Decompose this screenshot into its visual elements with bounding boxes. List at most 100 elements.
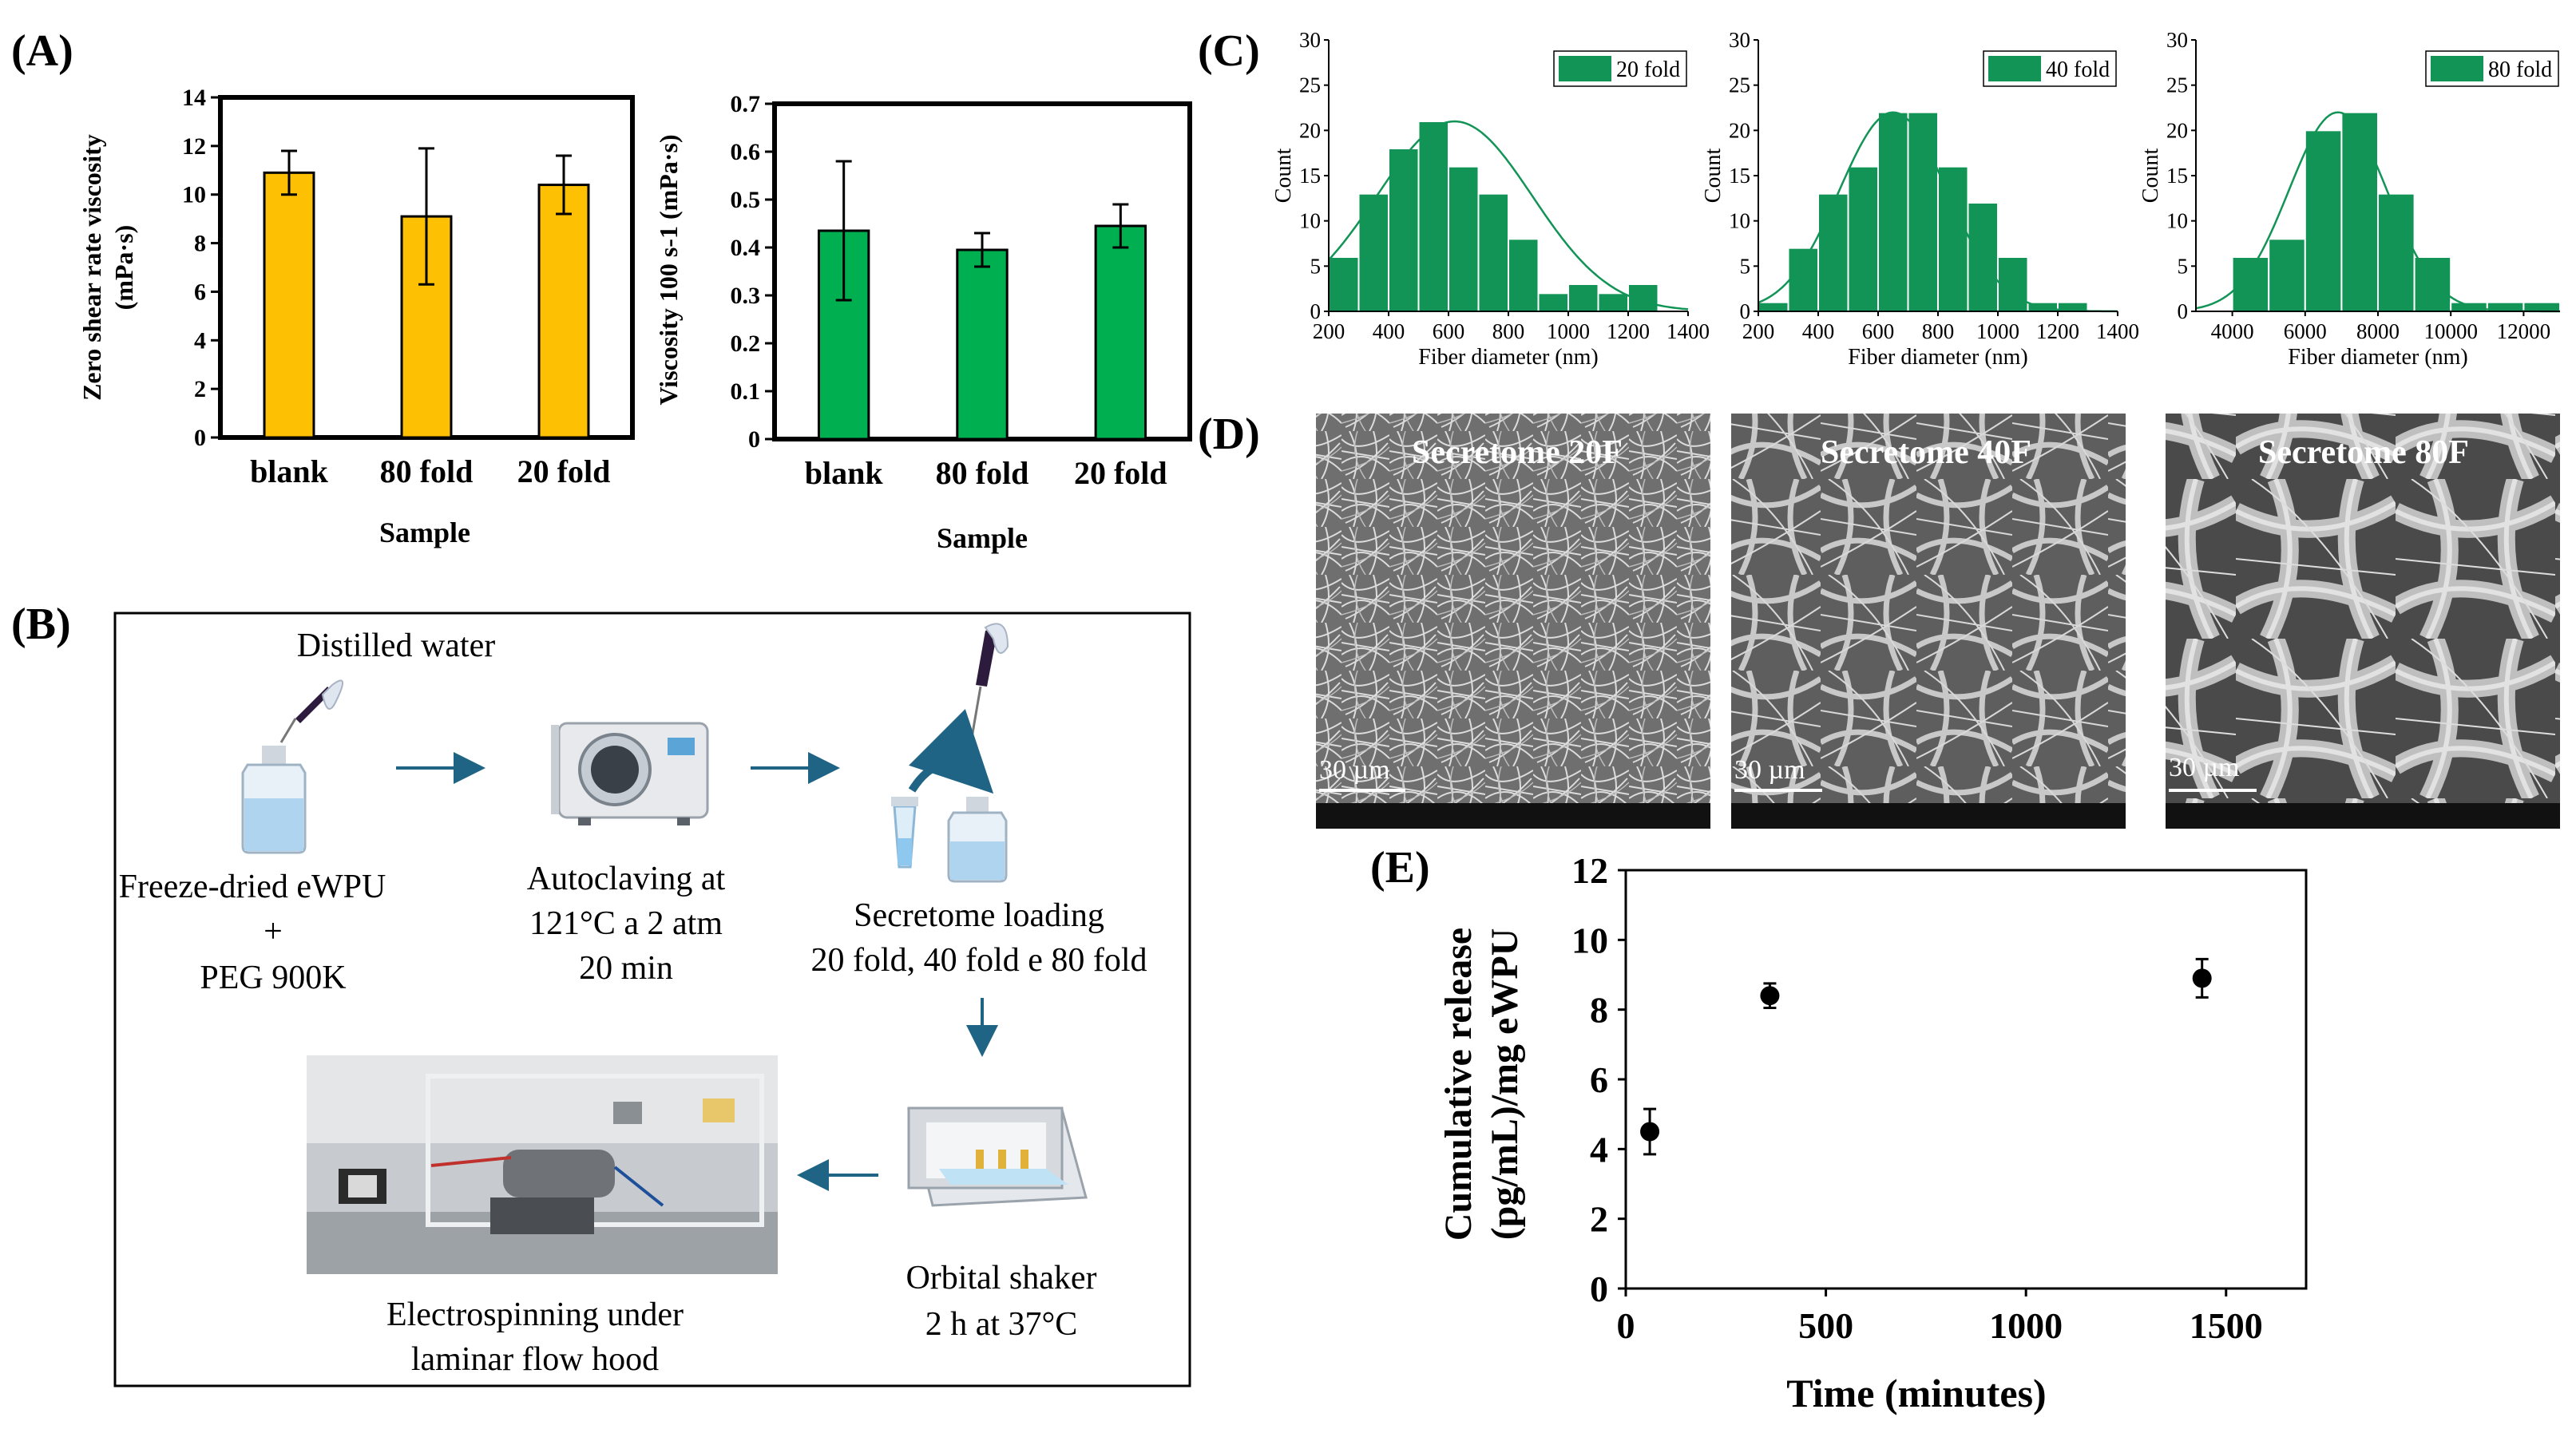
step1-line1: Freeze-dried eWPU: [119, 869, 386, 905]
y-tick-label: 0: [1310, 299, 1322, 323]
y-tick-label: 0.3: [731, 283, 761, 309]
histogram-bar: [1967, 202, 1999, 312]
sem-image-40f: Secretome 40F 30 µm: [1731, 414, 2126, 829]
histogram-80-fold: 0 5 10 15 20 25 30 4000 6000 8000 10000 12000 Fiber …: [2138, 28, 2561, 370]
x-axis-label: Sample: [937, 522, 1028, 554]
x-tick-label: 1000: [1976, 319, 2019, 343]
sem-title: Secretome 40F: [1821, 434, 2031, 471]
data-point: [1640, 1122, 1660, 1142]
y-tick-label: 10: [2166, 209, 2188, 233]
histogram-bar: [2450, 301, 2488, 312]
histogram-bar: [1448, 165, 1480, 312]
histogram-bar: [1537, 292, 1569, 313]
y-tick-label: 0: [1590, 1269, 1608, 1309]
category-label: blank: [805, 455, 884, 491]
y-tick-label: 30: [1299, 28, 1321, 52]
y-tick-label: 2: [194, 376, 206, 402]
category-label: 80 fold: [380, 453, 474, 489]
x-tick-label: 1000: [1547, 319, 1590, 343]
curved-arrow: [908, 709, 994, 794]
y-tick-label: 8: [194, 231, 206, 257]
histogram-bar: [1997, 256, 2029, 312]
x-tick-label: 8000: [2356, 319, 2400, 343]
step2-line3: 20 min: [579, 950, 673, 987]
x-tick-label: 0: [1617, 1305, 1635, 1346]
workflow-diagram: Distilled water: [113, 612, 1191, 1387]
y-tick-label: 15: [1729, 164, 1750, 188]
histogram-bar: [1567, 283, 1599, 312]
histogram-bar: [1817, 192, 1849, 312]
x-tick-label: 6000: [2284, 319, 2327, 343]
y-tick-label: 25: [1299, 73, 1321, 97]
y-tick-label: 4: [194, 327, 206, 354]
y-tick-label: 8: [1590, 990, 1608, 1031]
x-tick-label: 400: [1373, 319, 1405, 343]
sem-title: Secretome 80F: [2258, 434, 2469, 471]
x-tick-label: 600: [1862, 319, 1895, 343]
x-tick-label: 1400: [1666, 319, 1710, 343]
x-tick-label: 400: [1802, 319, 1835, 343]
y-tick-label: 0.5: [731, 187, 761, 213]
pipette-icon: [279, 679, 343, 743]
step4-line2: 2 h at 37°C: [925, 1306, 1078, 1343]
y-tick-label: 12: [1571, 850, 1608, 891]
distilled-water-label: Distilled water: [297, 627, 495, 664]
x-tick-label: 200: [1742, 319, 1775, 343]
histogram-bar: [1508, 238, 1540, 313]
sem-image-80f: Secretome 80F 30 µm: [2166, 414, 2560, 829]
pipette-icon: [969, 623, 1009, 743]
step4-line1: Orbital shaker: [906, 1260, 1096, 1296]
legend-label: 40 fold: [2046, 57, 2110, 82]
y-tick-label: 5: [2178, 254, 2189, 278]
x-tick-label: 1200: [1607, 319, 1650, 343]
y-tick-label: 0.2: [731, 331, 761, 357]
histogram-bar: [1877, 111, 1909, 312]
y-tick-label: 30: [1729, 28, 1750, 52]
y-tick-label: 0.4: [731, 235, 761, 261]
y-tick-label: 0: [1740, 299, 1751, 323]
step2-line1: Autoclaving at: [527, 861, 726, 897]
y-tick-label: 0: [2178, 299, 2189, 323]
chart-a1-zero-shear-viscosity: 0 2 4 6 8 10 12 14 blank 80 fold 20 fold Zero she…: [77, 85, 635, 548]
y-tick-label: 5: [1740, 254, 1751, 278]
electrospinning-photo: [307, 1055, 778, 1274]
histogram-20-fold: 0 5 10 15 20 25 30 200 400 600 800 1000 1200 1400 Fibe…: [1271, 28, 1710, 370]
step5-line2: laminar flow hood: [411, 1341, 659, 1378]
histogram-bar: [2268, 238, 2306, 313]
x-axis-label: Fiber diameter (nm): [1418, 345, 1598, 370]
data-point: [2192, 968, 2212, 988]
normal-fit-curve: [1328, 120, 1689, 311]
y-axis-label-line2: (mPa·s): [109, 225, 138, 311]
legend-swatch: [1559, 56, 1611, 81]
y-tick-label: 12: [182, 133, 206, 160]
panel-label-c: (C): [1198, 26, 1260, 76]
normal-fit-curve: [2195, 111, 2560, 313]
x-tick-label: 1500: [2190, 1305, 2263, 1346]
histogram-bar: [1907, 111, 1939, 312]
category-label: 20 fold: [1074, 455, 1167, 491]
y-tick-label: 10: [1299, 209, 1321, 233]
sem-image-20f: Secretome 20F 30 µm: [1316, 414, 1710, 829]
histogram-bar: [1937, 165, 1969, 312]
x-tick-label: 10000: [2423, 319, 2478, 343]
tube-icon: [891, 797, 918, 869]
category-label: blank: [250, 453, 329, 489]
bar: [956, 248, 1009, 441]
y-tick-label: 6: [1590, 1059, 1608, 1100]
y-tick-label: 2: [1590, 1199, 1608, 1240]
y-tick-label: 0.1: [731, 378, 761, 405]
bar: [263, 171, 315, 439]
category-label: 20 fold: [517, 453, 611, 489]
y-axis-label: Count: [2138, 148, 2163, 204]
y-tick-label: 10: [1571, 920, 1608, 960]
workflow-frame: [113, 612, 1191, 1387]
x-tick-label: 200: [1313, 319, 1345, 343]
y-tick-label: 0.6: [731, 139, 761, 165]
histogram-bar: [1597, 292, 1629, 313]
y-tick-label: 5: [1310, 254, 1322, 278]
sem-title: Secretome 20F: [1412, 434, 1623, 471]
chart-a2-viscosity-100: 0 0.1 0.2 0.3 0.4 0.5 0.6 0.7 blank 80 fold 20 fo…: [654, 91, 1192, 554]
y-tick-label: 0: [194, 425, 206, 451]
y-tick-label: 25: [2166, 73, 2188, 97]
step2-line2: 121°C a 2 atm: [529, 905, 723, 942]
